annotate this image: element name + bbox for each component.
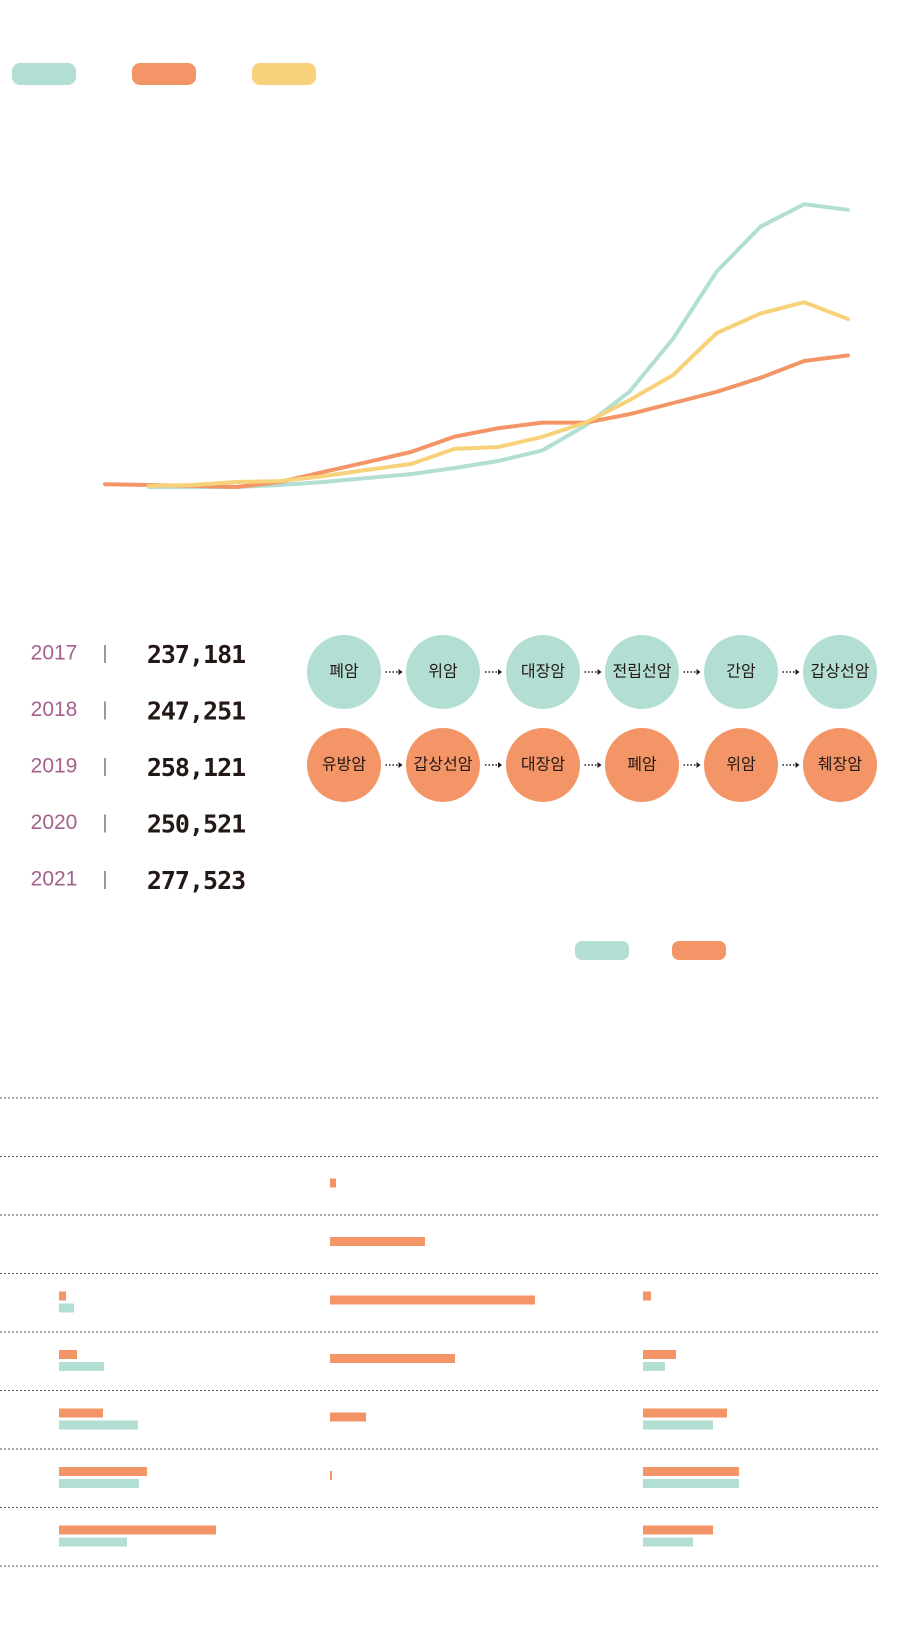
rank-circle xyxy=(406,635,480,709)
count: 247,251 xyxy=(147,697,245,726)
rank-label: 갑상선암 xyxy=(414,755,473,774)
arrow-head xyxy=(398,762,403,768)
bar xyxy=(643,1350,676,1359)
count: 237,181 xyxy=(147,640,245,669)
bar xyxy=(59,1420,138,1430)
bar xyxy=(643,1362,665,1371)
bar xyxy=(59,1479,139,1488)
legend-swatch xyxy=(252,63,316,85)
bar xyxy=(643,1525,713,1535)
arrow-head xyxy=(795,669,800,675)
year: 2017 xyxy=(31,642,78,665)
arrow-head xyxy=(498,669,502,675)
bar xyxy=(330,1178,336,1188)
rank-circle xyxy=(506,635,580,709)
rank-label: 대장암 xyxy=(521,755,565,774)
bar xyxy=(643,1408,727,1418)
rank-label: 위암 xyxy=(726,755,756,774)
bar xyxy=(59,1350,77,1359)
arrow-head xyxy=(795,762,800,768)
bar xyxy=(643,1291,651,1301)
rank-circle xyxy=(803,635,877,709)
count: 258,121 xyxy=(147,753,245,782)
rank-circle xyxy=(605,728,679,802)
rank-circle xyxy=(307,635,381,709)
line-series xyxy=(103,353,850,489)
year: 2018 xyxy=(31,698,78,721)
rank-label: 폐암 xyxy=(627,755,657,774)
bar xyxy=(59,1467,147,1476)
arrow-head xyxy=(398,669,403,675)
rank-label: 간암 xyxy=(726,662,756,681)
line-series xyxy=(146,202,850,489)
legend-swatch xyxy=(575,941,629,960)
bar xyxy=(59,1362,104,1371)
rank-label: 갑상선암 xyxy=(811,662,870,681)
count: 277,523 xyxy=(147,866,245,895)
legend-swatch xyxy=(132,63,196,85)
rank-circle xyxy=(307,728,381,802)
rank-circle xyxy=(406,728,480,802)
rank-circle xyxy=(704,635,778,709)
bar xyxy=(59,1291,66,1301)
bar xyxy=(330,1412,366,1422)
count: 250,521 xyxy=(147,810,245,839)
arrow-head xyxy=(696,669,701,675)
bar xyxy=(643,1479,739,1488)
arrow-head xyxy=(597,669,602,675)
bar xyxy=(330,1295,535,1305)
bar xyxy=(643,1537,693,1547)
rank-circle xyxy=(704,728,778,802)
legend-swatch xyxy=(672,941,726,960)
rank-circle xyxy=(803,728,877,802)
year: 2021 xyxy=(31,868,78,891)
year: 2020 xyxy=(31,811,78,834)
bar xyxy=(330,1471,332,1480)
rank-circle xyxy=(506,728,580,802)
legend-swatch xyxy=(12,63,76,85)
rank-circle xyxy=(605,635,679,709)
rank-label: 위암 xyxy=(428,662,458,681)
bar xyxy=(59,1408,103,1418)
bar xyxy=(643,1467,739,1476)
rank-label: 폐암 xyxy=(329,662,359,681)
bar xyxy=(330,1237,425,1246)
rank-label: 췌장암 xyxy=(818,755,862,774)
bar xyxy=(59,1537,127,1547)
rank-label: 대장암 xyxy=(521,662,565,681)
bar xyxy=(59,1525,216,1535)
rank-label: 유방암 xyxy=(322,755,366,774)
rank-label: 전립선암 xyxy=(613,662,672,681)
arrow-head xyxy=(498,762,502,768)
arrow-head xyxy=(597,762,602,768)
bar xyxy=(643,1420,713,1430)
bar xyxy=(330,1354,455,1363)
arrow-head xyxy=(696,762,701,768)
year: 2019 xyxy=(31,755,78,778)
bar xyxy=(59,1303,74,1313)
line-series xyxy=(146,300,850,488)
